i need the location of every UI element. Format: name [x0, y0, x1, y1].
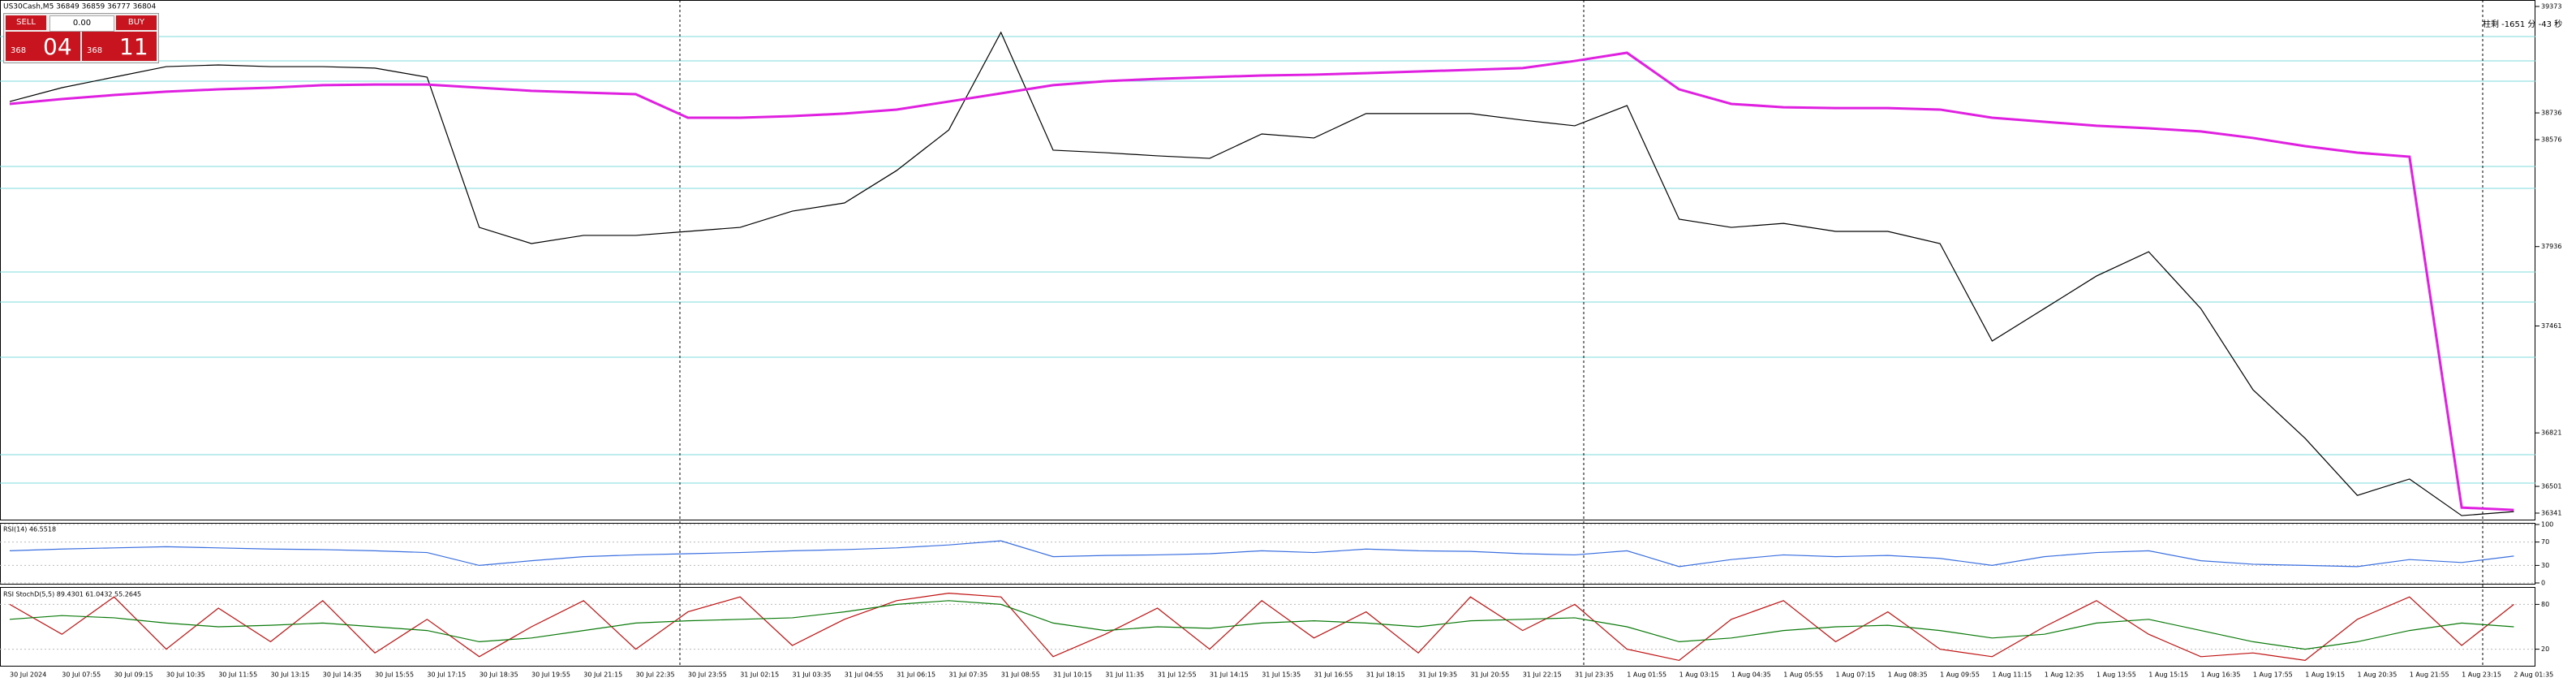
x-tick-label: 31 Jul 11:35 [1105, 671, 1144, 679]
x-tick-label: 31 Jul 15:35 [1262, 671, 1301, 679]
symbol-info: US30Cash,M5 36849 36859 36777 36804 [3, 3, 157, 11]
y-tick-label: 36501 [2541, 483, 2561, 490]
rsi-panel [0, 523, 2535, 585]
x-tick-label: 30 Jul 17:15 [427, 671, 466, 679]
x-tick-label: 31 Jul 22:15 [1523, 671, 1562, 679]
sell-price[interactable]: 368 04 [6, 32, 80, 61]
one-click-panel: SELL 0.00 BUY 368 04 368 11 [3, 13, 159, 63]
x-tick-label: 2 Aug 01:35 [2514, 671, 2553, 679]
series-line [9, 51, 2514, 512]
x-tick-label: 1 Aug 05:55 [1783, 671, 1823, 679]
x-tick-label: 1 Aug 12:35 [2045, 671, 2084, 679]
x-tick-label: 30 Jul 14:35 [323, 671, 362, 679]
y-tick-label: 37936 [2541, 243, 2561, 250]
sell-price-big: 04 [43, 33, 72, 60]
y-tick-label: 80 [2541, 601, 2549, 608]
buy-button[interactable]: BUY [116, 15, 157, 30]
x-tick-label: 1 Aug 09:55 [1940, 671, 1980, 679]
x-tick-label: 1 Aug 17:55 [2253, 671, 2293, 679]
series-line [9, 592, 2514, 662]
x-tick-label: 1 Aug 23:15 [2462, 671, 2501, 679]
x-tick-label: 1 Aug 20:35 [2358, 671, 2398, 679]
stoch-panel [0, 587, 2535, 667]
series-line [9, 600, 2514, 650]
x-tick-label: 30 Jul 10:35 [166, 671, 205, 679]
sell-price-small: 368 [11, 46, 27, 55]
buy-price-big: 11 [119, 33, 148, 60]
level-lines [0, 36, 2535, 484]
x-tick-label: 1 Aug 07:15 [1836, 671, 1876, 679]
x-tick-label: 1 Aug 16:35 [2201, 671, 2241, 679]
x-tick-label: 30 Jul 19:55 [531, 671, 570, 679]
x-tick-label: 31 Jul 20:55 [1470, 671, 1509, 679]
x-tick-label: 31 Jul 03:35 [793, 671, 832, 679]
x-tick-label: 31 Jul 19:35 [1418, 671, 1457, 679]
indicator-title: RSI(14) 46.5518 [3, 526, 56, 533]
y-tick-label: 37461 [2541, 322, 2561, 330]
sell-button[interactable]: SELL [6, 15, 46, 30]
y-tick-label: 38576 [2541, 136, 2561, 143]
x-tick-label: 31 Jul 07:35 [948, 671, 987, 679]
x-tick-label: 1 Aug 15:15 [2148, 671, 2188, 679]
x-tick-label: 30 Jul 09:15 [114, 671, 153, 679]
y-tick-label: 0 [2541, 580, 2545, 587]
x-tick-label: 30 Jul 18:35 [480, 671, 518, 679]
buy-price-small: 368 [87, 46, 103, 55]
buy-price[interactable]: 368 11 [82, 32, 157, 61]
x-tick-label: 30 Jul 07:55 [62, 671, 101, 679]
x-tick-label: 31 Jul 04:55 [845, 671, 884, 679]
x-tick-label: 30 Jul 15:55 [375, 671, 414, 679]
x-tick-label: 30 Jul 11:55 [218, 671, 257, 679]
volume-input[interactable]: 0.00 [49, 15, 114, 32]
x-tick-label: 31 Jul 10:15 [1053, 671, 1092, 679]
indicator-title: RSI StochD(5,5) 89.4301 61.0432 55.2645 [3, 591, 141, 598]
x-tick-label: 1 Aug 13:55 [2096, 671, 2136, 679]
series-line [9, 31, 2514, 516]
x-tick-label: 31 Jul 12:55 [1158, 671, 1197, 679]
y-tick-label: 36341 [2541, 509, 2561, 516]
x-tick-label: 1 Aug 19:15 [2305, 671, 2345, 679]
x-tick-label: 1 Aug 08:35 [1888, 671, 1928, 679]
x-tick-label: 1 Aug 11:15 [1992, 671, 2032, 679]
x-tick-label: 30 Jul 23:55 [688, 671, 727, 679]
x-tick-label: 1 Aug 01:55 [1627, 671, 1666, 679]
y-tick-label: 30 [2541, 562, 2549, 569]
y-tick-label: 100 [2541, 521, 2553, 529]
y-tick-label: 39373 [2541, 2, 2561, 10]
x-tick-label: 1 Aug 04:35 [1731, 671, 1771, 679]
x-tick-label: 31 Jul 16:55 [1314, 671, 1353, 679]
x-tick-label: 30 Jul 2024 [10, 671, 46, 679]
x-tick-label: 30 Jul 22:35 [636, 671, 675, 679]
x-tick-label: 31 Jul 18:15 [1366, 671, 1405, 679]
x-tick-label: 30 Jul 21:15 [583, 671, 622, 679]
x-tick-label: 1 Aug 21:55 [2410, 671, 2449, 679]
price-panel [0, 0, 2535, 520]
x-tick-label: 31 Jul 23:35 [1575, 671, 1614, 679]
series-line [9, 540, 2514, 568]
bar-countdown: 柱剩 -1651 分 -43 秒 [2483, 19, 2562, 29]
x-tick-label: 31 Jul 06:15 [897, 671, 935, 679]
y-tick-label: 20 [2541, 645, 2549, 653]
y-tick-label: 36821 [2541, 429, 2561, 437]
x-tick-label: 31 Jul 02:15 [740, 671, 779, 679]
y-tick-label: 38736 [2541, 110, 2561, 117]
y-tick-label: 70 [2541, 538, 2549, 546]
x-tick-label: 31 Jul 14:15 [1210, 671, 1249, 679]
day-separators [679, 0, 2484, 666]
x-tick-label: 1 Aug 03:15 [1679, 671, 1719, 679]
x-tick-label: 30 Jul 13:15 [271, 671, 310, 679]
x-tick-label: 31 Jul 08:55 [1001, 671, 1040, 679]
